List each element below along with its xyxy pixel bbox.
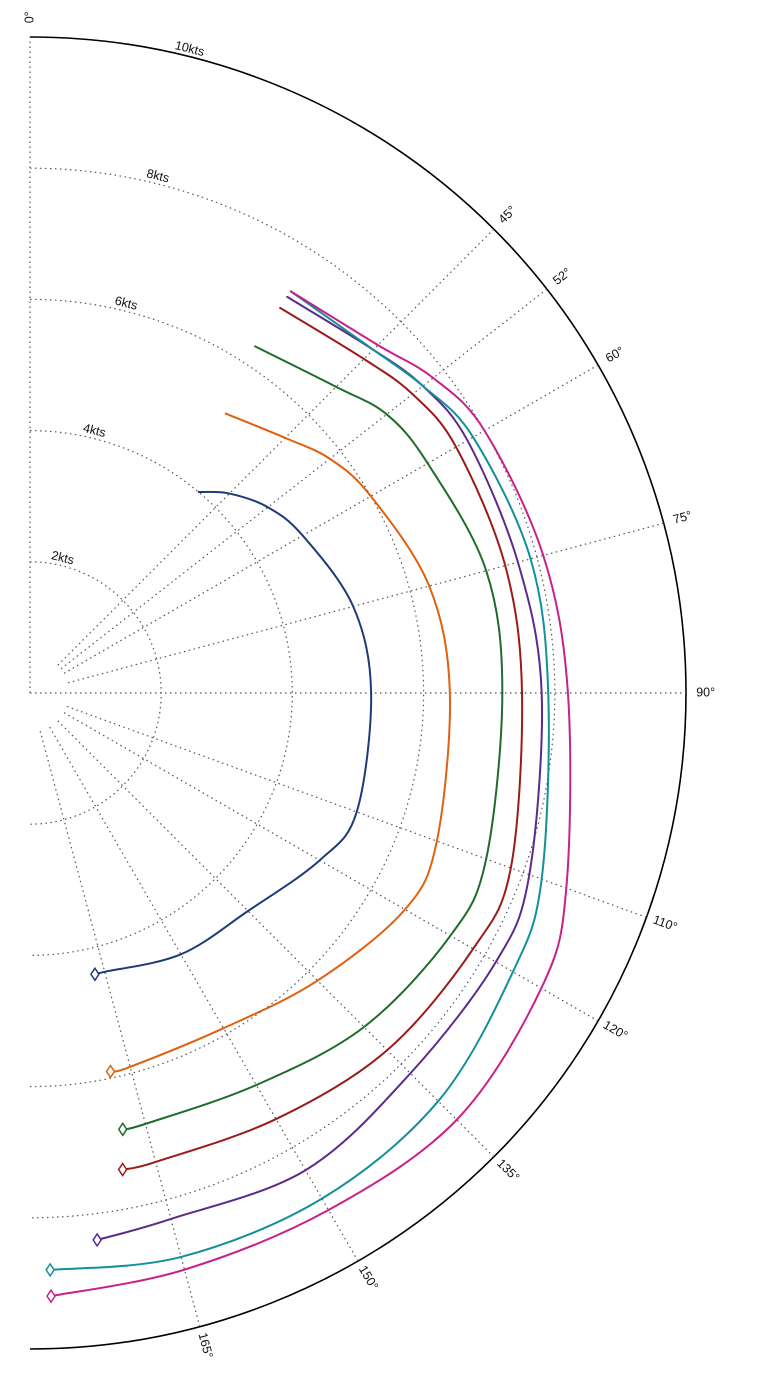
radial-tick-label: 10kts xyxy=(173,38,205,59)
radial-grid-ring xyxy=(29,298,425,1088)
series-end-marker xyxy=(90,966,100,982)
angular-tick-label: 45° xyxy=(496,203,519,226)
radial-tick-label: 2kts xyxy=(50,548,76,567)
angular-tick-label: 75° xyxy=(672,508,694,526)
angular-grid-line xyxy=(39,730,201,1327)
angular-grid-line xyxy=(60,288,548,670)
angular-tick-label: 52° xyxy=(550,265,574,288)
series-end-marker xyxy=(45,1262,56,1278)
radial-tick-label: 6kts xyxy=(113,294,139,313)
series-end-marker xyxy=(92,1232,103,1248)
series-end-marker xyxy=(117,1162,128,1177)
angular-tick-label: 60° xyxy=(603,344,626,366)
angular-tick-label: 135° xyxy=(494,1156,522,1184)
series-line xyxy=(93,490,373,976)
series-line xyxy=(109,412,451,1073)
angular-grid-line xyxy=(63,712,599,1022)
series-line xyxy=(121,345,504,1131)
series-end-marker xyxy=(105,1064,116,1079)
angular-tick-label: 90° xyxy=(696,685,715,699)
angular-tick-label: 150° xyxy=(356,1263,381,1292)
angular-tick-label: 110° xyxy=(651,913,679,935)
angular-tick-label: 165° xyxy=(195,1331,215,1360)
grid xyxy=(29,36,687,1350)
angular-tick-label: 120° xyxy=(601,1018,630,1043)
series-line xyxy=(49,290,550,1271)
series-line xyxy=(121,306,524,1171)
radial-tick-label: 8kts xyxy=(145,166,171,185)
radial-grid-ring xyxy=(29,430,293,956)
angular-grid-line xyxy=(67,522,664,684)
series-line xyxy=(50,290,572,1298)
radial-grid-ring xyxy=(29,167,556,1219)
angular-grid-line xyxy=(57,720,495,1158)
label-layer: 2kts 4kts 6kts 8kts 10kts 0° 45° 52° 60° 75° 90° 11… xyxy=(22,11,715,1359)
radial-tick-label: 4kts xyxy=(82,421,108,440)
series-layer xyxy=(45,290,572,1304)
outer-ring xyxy=(29,36,687,1350)
angular-tick-label: 0° xyxy=(22,11,36,23)
series-end-marker xyxy=(117,1121,128,1137)
series-end-marker xyxy=(46,1288,56,1304)
angular-grid-line xyxy=(49,726,359,1262)
